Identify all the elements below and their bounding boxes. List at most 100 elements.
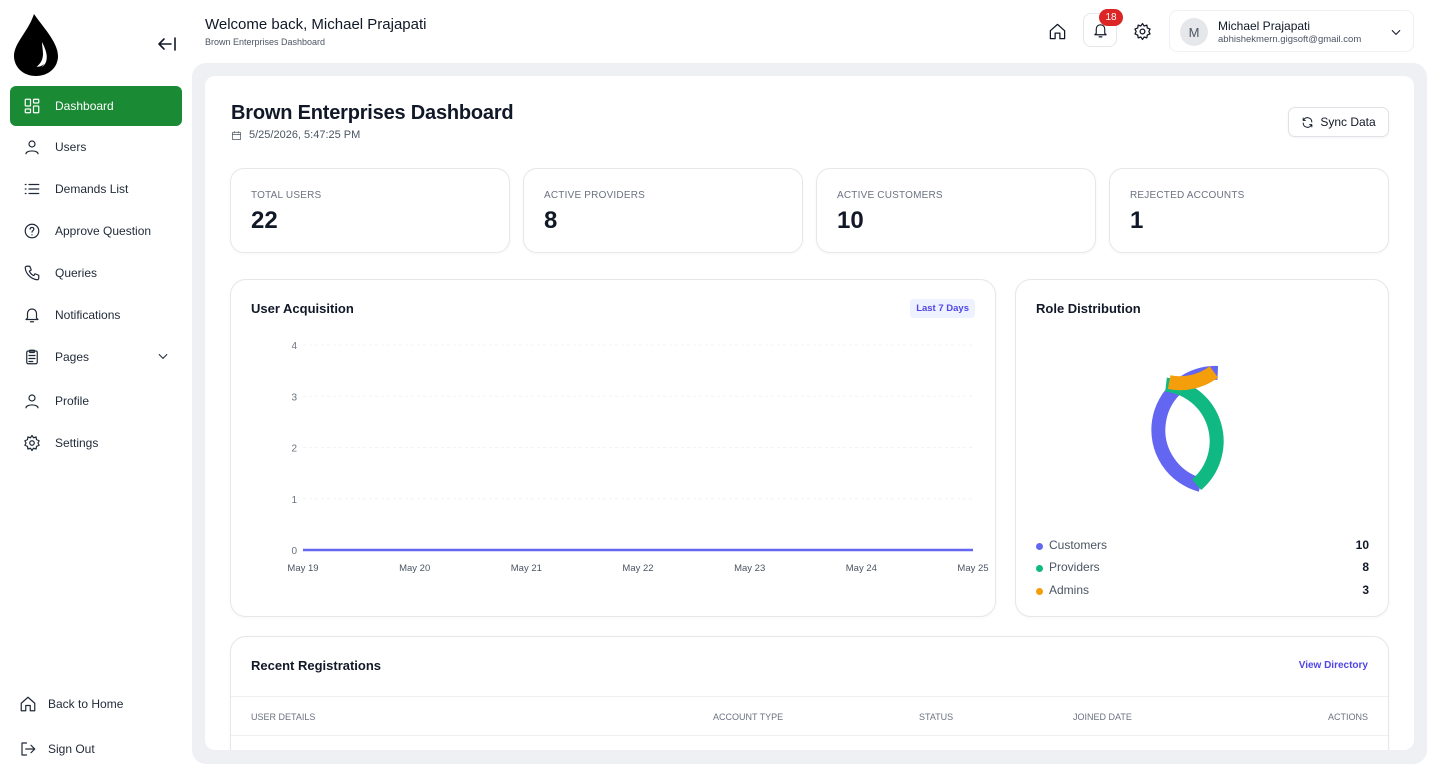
stat-value: 22 [251, 207, 278, 234]
x-tick-label: May 21 [511, 563, 542, 574]
sign-out-icon [18, 739, 38, 759]
datetime-text: 5/25/2026, 5:47:25 PM [249, 129, 361, 141]
list-icon [22, 179, 42, 199]
y-tick-label: 0 [291, 546, 297, 557]
legend-item-admins: Admins 3 [1036, 583, 1369, 601]
slice-admins [1167, 366, 1219, 391]
user-icon [22, 391, 42, 411]
page-title: Brown Enterprises Dashboard [231, 102, 514, 124]
sidebar-item-label: Profile [55, 394, 90, 408]
panel-title: User Acquisition [251, 301, 354, 316]
legend-item-providers: Providers 8 [1036, 560, 1369, 578]
page-datetime: 5/25/2026, 5:47:25 PM [231, 129, 360, 141]
sign-out-link[interactable]: Sign Out [18, 735, 178, 763]
sidebar-item-approve-question[interactable]: Approve Question [10, 211, 182, 251]
sidebar-nav: Dashboard Users Demands List Approve Que… [10, 86, 182, 463]
column-header-user-details[interactable]: User Details [251, 712, 316, 722]
legend-value: 3 [1362, 583, 1369, 597]
y-tick-label: 1 [291, 495, 297, 506]
stat-card-total-users: Total Users 22 [230, 168, 510, 253]
legend-item-customers: Customers 10 [1036, 538, 1369, 556]
gear-icon[interactable] [1131, 20, 1153, 42]
sidebar-item-dashboard[interactable]: Dashboard [10, 86, 182, 126]
column-header-actions[interactable]: Actions [1327, 712, 1368, 722]
panel-title: Recent Registrations [251, 658, 382, 673]
date-range-pill[interactable]: Last 7 Days [910, 299, 975, 318]
welcome-title: Welcome back, Michael Prajapati [205, 16, 427, 33]
legend-value: 8 [1362, 560, 1369, 574]
collapse-sidebar-icon[interactable] [156, 35, 178, 53]
chevron-down-icon[interactable] [1389, 25, 1403, 39]
recent-registrations-panel: Recent Registrations View Directory User… [230, 636, 1389, 750]
sync-data-label: Sync Data [1320, 115, 1376, 129]
user-icon [22, 137, 42, 157]
column-header-status[interactable]: Status [919, 712, 954, 722]
legend-dot [1036, 543, 1043, 550]
sync-data-button[interactable]: Sync Data [1288, 107, 1389, 137]
view-directory-link[interactable]: View Directory [1298, 660, 1368, 671]
column-header-joined-date[interactable]: Joined Date [1073, 712, 1132, 722]
x-tick-label: May 24 [846, 563, 877, 574]
sidebar-item-label: Pages [55, 350, 90, 364]
legend-label: Admins [1049, 583, 1090, 597]
user-menu[interactable]: M Michael Prajapati abhishekmern.gigsoft… [1169, 10, 1414, 52]
notification-count-badge: 18 [1099, 9, 1123, 26]
sidebar-item-pages[interactable]: Pages [10, 337, 182, 377]
sidebar-item-label: Approve Question [55, 224, 152, 238]
brand-logo[interactable] [12, 12, 60, 78]
home-icon [18, 694, 38, 714]
y-tick-label: 4 [291, 341, 297, 352]
sidebar-item-label: Users [55, 140, 87, 154]
x-tick-label: May 22 [622, 563, 653, 574]
stat-label: Total Users [251, 190, 322, 201]
x-tick-label: May 19 [287, 563, 318, 574]
legend-dot [1036, 588, 1043, 595]
stat-label: Active Customers [837, 190, 943, 201]
sidebar-item-label: Settings [55, 436, 99, 450]
stat-value: 10 [837, 207, 864, 234]
sidebar-bottom-nav: Back to Home Sign Out [18, 690, 178, 777]
y-tick-label: 3 [291, 392, 297, 403]
back-to-home-label: Back to Home [48, 697, 124, 711]
refresh-icon [1301, 116, 1320, 129]
calendar-icon [231, 130, 249, 141]
sidebar: Dashboard Users Demands List Approve Que… [0, 0, 192, 777]
sidebar-item-users[interactable]: Users [10, 127, 182, 167]
phone-icon [22, 263, 42, 283]
sidebar-item-label: Dashboard [55, 99, 114, 113]
legend-dot [1036, 565, 1043, 572]
x-tick-label: May 25 [957, 563, 988, 574]
stat-value: 8 [544, 207, 558, 234]
chevron-down-icon[interactable] [156, 349, 170, 363]
clipboard-icon [22, 347, 42, 367]
sidebar-item-settings[interactable]: Settings [10, 423, 182, 463]
back-to-home-link[interactable]: Back to Home [18, 690, 178, 718]
column-header-account-type[interactable]: Account Type [713, 712, 784, 722]
sidebar-item-profile[interactable]: Profile [10, 381, 182, 421]
stat-value: 1 [1130, 207, 1144, 234]
stat-label: Active Providers [544, 190, 645, 201]
dashboard-grid-icon [22, 96, 42, 116]
y-tick-label: 2 [291, 444, 297, 455]
sidebar-item-queries[interactable]: Queries [10, 253, 182, 293]
stat-card-active-providers: Active Providers 8 [523, 168, 803, 253]
gear-icon [22, 433, 42, 453]
stat-card-active-customers: Active Customers 10 [816, 168, 1096, 253]
legend-label: Customers [1049, 538, 1108, 552]
legend-label: Providers [1049, 560, 1100, 574]
x-tick-label: May 20 [399, 563, 430, 574]
user-acquisition-panel: User Acquisition Last 7 Days 0 1 2 3 4 May 19… [230, 279, 996, 617]
home-icon[interactable] [1046, 20, 1068, 42]
dashboard-card: Brown Enterprises Dashboard 5/25/2026, 5… [205, 76, 1414, 750]
user-name: Michael Prajapati [1218, 19, 1311, 33]
question-circle-icon [22, 221, 42, 241]
sidebar-item-label: Queries [55, 266, 98, 280]
sidebar-item-label: Demands List [55, 182, 129, 196]
x-tick-label: May 23 [734, 563, 765, 574]
sidebar-item-demands-list[interactable]: Demands List [10, 169, 182, 209]
panel-title: Role Distribution [1036, 301, 1141, 316]
stat-label: Rejected Accounts [1130, 190, 1245, 201]
user-acquisition-chart: 0 1 2 3 4 May 19 May 20 May 21 May 22 May 23 May 2… [287, 341, 988, 574]
sidebar-item-notifications[interactable]: Notifications [10, 295, 182, 335]
role-distribution-chart [1151, 365, 1224, 492]
